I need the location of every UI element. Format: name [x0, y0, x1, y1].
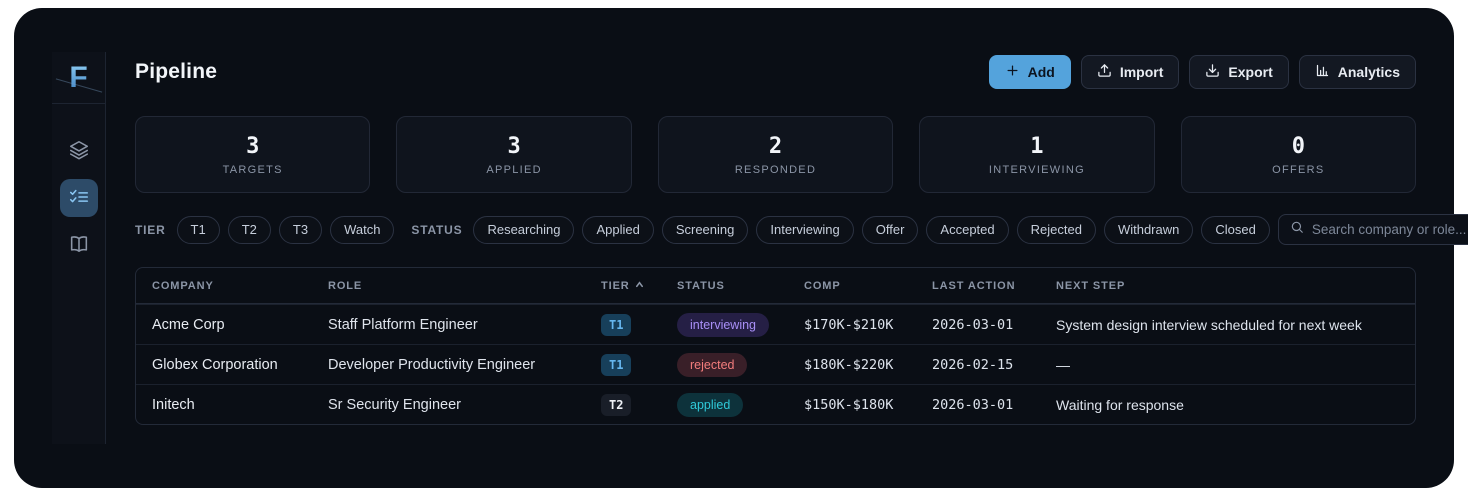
- sidebar-nav: [52, 132, 105, 264]
- status-chip-accepted[interactable]: Accepted: [926, 215, 1009, 244]
- status-badge: interviewing: [677, 312, 770, 337]
- tier-chip-t2[interactable]: T2: [227, 215, 271, 244]
- pipeline-table: COMPANY ROLE TIER STATUS COMP LAST ACTIO…: [135, 267, 1416, 425]
- status-chip-withdrawn[interactable]: Withdrawn: [1103, 215, 1194, 244]
- tier-filter-label: TIER: [135, 222, 166, 237]
- status-chip-applied[interactable]: Applied: [582, 215, 654, 244]
- stat-label: OFFERS: [1272, 163, 1325, 176]
- stat-value: 3: [507, 133, 521, 159]
- cell-next-step: System design interview scheduled for ne…: [1056, 316, 1362, 333]
- stat-value: 0: [1291, 133, 1305, 159]
- status-filter-label: STATUS: [411, 222, 463, 237]
- stat-label: APPLIED: [486, 163, 542, 176]
- stat-label: RESPONDED: [734, 163, 817, 176]
- download-icon: [1205, 63, 1220, 81]
- bar-chart-icon: [1315, 63, 1330, 81]
- analytics-button-label: Analytics: [1337, 64, 1400, 80]
- cell-role: Developer Productivity Engineer: [328, 356, 536, 373]
- status-chip-rejected[interactable]: Rejected: [1016, 215, 1096, 244]
- stat-card-offers: 0 OFFERS: [1180, 116, 1417, 193]
- tier-badge: T1: [601, 353, 632, 376]
- cell-last-action: 2026-03-01: [932, 396, 1014, 413]
- column-header-tier-label: TIER: [601, 279, 630, 292]
- export-button[interactable]: Export: [1189, 55, 1289, 89]
- analytics-button[interactable]: Analytics: [1298, 55, 1416, 89]
- column-header-company[interactable]: COMPANY: [152, 279, 214, 292]
- header: Pipeline Add Import Export: [135, 52, 1416, 92]
- stat-card-targets: 3 TARGETS: [135, 116, 371, 193]
- layers-icon: [68, 139, 90, 164]
- cell-last-action: 2026-02-15: [932, 356, 1014, 373]
- cell-company: Acme Corp: [152, 316, 225, 333]
- cell-next-step: Waiting for response: [1056, 396, 1184, 413]
- cell-company: Initech: [152, 396, 195, 413]
- stat-value: 1: [1030, 133, 1044, 159]
- stat-label: TARGETS: [222, 163, 283, 176]
- status-chip-offer[interactable]: Offer: [861, 215, 919, 244]
- app-logo[interactable]: F: [52, 52, 105, 104]
- table-header-row: COMPANY ROLE TIER STATUS COMP LAST ACTIO…: [136, 268, 1415, 304]
- stat-value: 3: [246, 133, 260, 159]
- sidebar-item-layers[interactable]: [60, 132, 98, 170]
- cell-last-action: 2026-03-01: [932, 316, 1014, 333]
- cell-comp: $150K-$180K: [804, 396, 894, 413]
- cell-company: Globex Corporation: [152, 356, 278, 373]
- status-badge: applied: [677, 392, 744, 417]
- import-button-label: Import: [1119, 64, 1164, 80]
- column-header-comp[interactable]: COMP: [804, 279, 841, 292]
- sidebar-item-pipeline[interactable]: [59, 179, 98, 217]
- status-chip-screening[interactable]: Screening: [661, 215, 749, 244]
- tier-badge: T2: [601, 393, 632, 416]
- sidebar-item-book[interactable]: [60, 226, 98, 264]
- cell-comp: $170K-$210K: [804, 316, 894, 333]
- status-badge: rejected: [677, 352, 748, 377]
- table-row[interactable]: Acme Corp Staff Platform Engineer T1 int…: [136, 304, 1415, 344]
- upload-icon: [1097, 63, 1112, 81]
- import-button[interactable]: Import: [1080, 55, 1180, 89]
- table-row[interactable]: Initech Sr Security Engineer T2 applied …: [136, 384, 1415, 424]
- export-button-label: Export: [1228, 64, 1273, 80]
- sort-asc-icon: [635, 280, 644, 292]
- tier-chip-t3[interactable]: T3: [278, 215, 323, 244]
- sidebar: F: [52, 52, 106, 444]
- table-row[interactable]: Globex Corporation Developer Productivit…: [136, 344, 1415, 384]
- filter-row: TIER T1 T2 T3 Watch STATUS Researching A…: [135, 214, 1468, 245]
- stats-row: 3 TARGETS 3 APPLIED 2 RESPONDED 1 INTERV…: [135, 116, 1417, 193]
- cell-role: Staff Platform Engineer: [328, 316, 478, 333]
- status-chip-researching[interactable]: Researching: [473, 215, 575, 244]
- main-content: Pipeline Add Import Export: [135, 52, 1468, 425]
- tier-chip-watch[interactable]: Watch: [330, 215, 395, 244]
- column-header-last-action[interactable]: LAST ACTION: [932, 279, 1016, 292]
- tier-badge: T1: [601, 313, 632, 336]
- plus-icon: [1005, 63, 1020, 81]
- status-chip-interviewing[interactable]: Interviewing: [756, 215, 854, 244]
- stat-card-applied: 3 APPLIED: [396, 116, 632, 193]
- checklist-icon: [68, 186, 90, 211]
- app-window: F Pipeline: [14, 8, 1468, 488]
- search-box[interactable]: [1277, 214, 1468, 245]
- column-header-next-step[interactable]: NEXT STEP: [1056, 279, 1126, 292]
- search-input[interactable]: [1311, 222, 1468, 237]
- stat-card-interviewing: 1 INTERVIEWING: [919, 116, 1155, 193]
- status-chip-closed[interactable]: Closed: [1201, 215, 1270, 244]
- column-header-tier[interactable]: TIER: [601, 280, 677, 292]
- cell-comp: $180K-$220K: [804, 356, 894, 373]
- add-button[interactable]: Add: [988, 55, 1071, 89]
- add-button-label: Add: [1027, 64, 1055, 80]
- column-header-status[interactable]: STATUS: [677, 279, 725, 292]
- header-buttons: Add Import Export Analytics: [988, 55, 1416, 89]
- book-icon: [68, 233, 90, 258]
- logo-letter: F: [69, 60, 88, 94]
- search-icon: [1290, 220, 1304, 239]
- page-title: Pipeline: [135, 60, 218, 83]
- stat-card-responded: 2 RESPONDED: [657, 116, 894, 193]
- cell-next-step: —: [1056, 356, 1070, 373]
- stat-label: INTERVIEWING: [988, 163, 1085, 176]
- stat-value: 2: [768, 133, 783, 159]
- cell-role: Sr Security Engineer: [328, 396, 461, 413]
- tier-chip-t1[interactable]: T1: [176, 215, 220, 244]
- column-header-role[interactable]: ROLE: [328, 279, 363, 292]
